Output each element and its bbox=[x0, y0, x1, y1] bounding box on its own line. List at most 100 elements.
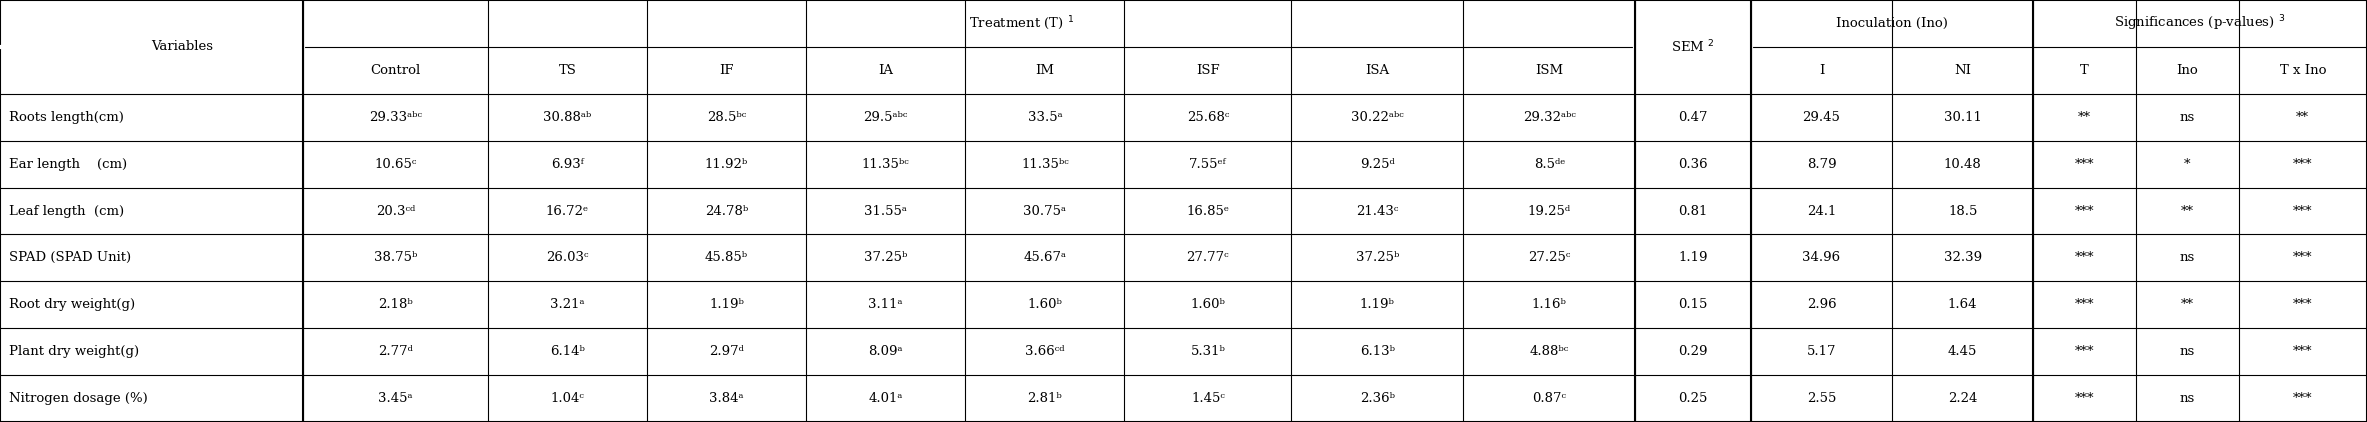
Text: IF: IF bbox=[720, 64, 734, 77]
Text: 2.24: 2.24 bbox=[1948, 392, 1976, 405]
Text: 30.22ᵃᵇᶜ: 30.22ᵃᵇᶜ bbox=[1352, 111, 1404, 124]
Text: ***: *** bbox=[2076, 392, 2095, 405]
Text: 24.1: 24.1 bbox=[1806, 205, 1837, 217]
Text: 37.25ᵇ: 37.25ᵇ bbox=[864, 252, 907, 265]
Text: 1.19ᵇ: 1.19ᵇ bbox=[1361, 298, 1394, 311]
Text: 4.45: 4.45 bbox=[1948, 345, 1976, 358]
Text: 2.36ᵇ: 2.36ᵇ bbox=[1359, 392, 1394, 405]
Text: 29.45: 29.45 bbox=[1804, 111, 1842, 124]
Text: IM: IM bbox=[1034, 64, 1053, 77]
Text: Ino: Ino bbox=[2175, 64, 2199, 77]
Text: **: ** bbox=[2180, 205, 2194, 217]
Text: 26.03ᶜ: 26.03ᶜ bbox=[547, 252, 589, 265]
Text: 28.5ᵇᶜ: 28.5ᵇᶜ bbox=[708, 111, 746, 124]
Text: 45.85ᵇ: 45.85ᵇ bbox=[705, 252, 748, 265]
Text: NI: NI bbox=[1955, 64, 1972, 77]
Text: ***: *** bbox=[2076, 298, 2095, 311]
Text: 20.3ᶜᵈ: 20.3ᶜᵈ bbox=[376, 205, 414, 217]
Text: Significances (p-values) $^3$: Significances (p-values) $^3$ bbox=[2114, 14, 2287, 33]
Text: 2.55: 2.55 bbox=[1806, 392, 1837, 405]
Text: 0.87ᶜ: 0.87ᶜ bbox=[1531, 392, 1567, 405]
Text: 24.78ᵇ: 24.78ᵇ bbox=[705, 205, 748, 217]
Text: 1.64: 1.64 bbox=[1948, 298, 1976, 311]
Text: 33.5ᵃ: 33.5ᵃ bbox=[1027, 111, 1063, 124]
Text: 3.66ᶜᵈ: 3.66ᶜᵈ bbox=[1025, 345, 1065, 358]
Text: Treatment (T) $^1$: Treatment (T) $^1$ bbox=[968, 15, 1075, 32]
Text: 37.25ᵇ: 37.25ᵇ bbox=[1356, 252, 1399, 265]
Text: 16.72ᵉ: 16.72ᵉ bbox=[547, 205, 589, 217]
Text: 10.48: 10.48 bbox=[1943, 157, 1981, 170]
Text: 2.97ᵈ: 2.97ᵈ bbox=[710, 345, 743, 358]
Text: 45.67ᵃ: 45.67ᵃ bbox=[1023, 252, 1068, 265]
Text: 29.32ᵃᵇᶜ: 29.32ᵃᵇᶜ bbox=[1522, 111, 1576, 124]
Text: Nitrogen dosage (%): Nitrogen dosage (%) bbox=[9, 392, 149, 405]
Text: 0.25: 0.25 bbox=[1678, 392, 1707, 405]
Text: Roots length(cm): Roots length(cm) bbox=[9, 111, 125, 124]
Text: 1.60ᵇ: 1.60ᵇ bbox=[1027, 298, 1063, 311]
Text: 6.13ᵇ: 6.13ᵇ bbox=[1359, 345, 1394, 358]
Text: 16.85ᵉ: 16.85ᵉ bbox=[1186, 205, 1228, 217]
Text: Plant dry weight(g): Plant dry weight(g) bbox=[9, 345, 140, 358]
Text: 32.39: 32.39 bbox=[1943, 252, 1981, 265]
Text: ns: ns bbox=[2180, 252, 2194, 265]
Text: ns: ns bbox=[2180, 392, 2194, 405]
Text: 34.96: 34.96 bbox=[1801, 252, 1842, 265]
Text: 0.81: 0.81 bbox=[1678, 205, 1707, 217]
Text: 2.96: 2.96 bbox=[1806, 298, 1837, 311]
Text: 5.31ᵇ: 5.31ᵇ bbox=[1191, 345, 1226, 358]
Text: 3.11ᵃ: 3.11ᵃ bbox=[869, 298, 902, 311]
Text: 31.55ᵃ: 31.55ᵃ bbox=[864, 205, 907, 217]
Text: 1.19ᵇ: 1.19ᵇ bbox=[710, 298, 743, 311]
Text: 1.60ᵇ: 1.60ᵇ bbox=[1191, 298, 1226, 311]
Text: Variables: Variables bbox=[151, 41, 213, 54]
Text: 0.29: 0.29 bbox=[1678, 345, 1709, 358]
Text: TS: TS bbox=[559, 64, 575, 77]
Text: 18.5: 18.5 bbox=[1948, 205, 1976, 217]
Text: 30.11: 30.11 bbox=[1943, 111, 1981, 124]
Text: 19.25ᵈ: 19.25ᵈ bbox=[1527, 205, 1572, 217]
Text: 1.19: 1.19 bbox=[1678, 252, 1709, 265]
Text: 27.77ᶜ: 27.77ᶜ bbox=[1186, 252, 1228, 265]
Text: *: * bbox=[2185, 157, 2189, 170]
Text: 6.93ᶠ: 6.93ᶠ bbox=[552, 157, 585, 170]
Text: ***: *** bbox=[2294, 252, 2313, 265]
Text: 25.68ᶜ: 25.68ᶜ bbox=[1186, 111, 1228, 124]
Text: ***: *** bbox=[2076, 345, 2095, 358]
Text: 0.36: 0.36 bbox=[1678, 157, 1709, 170]
Text: 0.15: 0.15 bbox=[1678, 298, 1707, 311]
Text: ***: *** bbox=[2294, 345, 2313, 358]
Text: ISF: ISF bbox=[1195, 64, 1219, 77]
Text: Control: Control bbox=[369, 64, 421, 77]
Text: 9.25ᵈ: 9.25ᵈ bbox=[1361, 157, 1394, 170]
Text: 3.45ᵃ: 3.45ᵃ bbox=[379, 392, 412, 405]
Text: 1.04ᶜ: 1.04ᶜ bbox=[552, 392, 585, 405]
Text: ns: ns bbox=[2180, 345, 2194, 358]
Text: ISM: ISM bbox=[1536, 64, 1562, 77]
Text: **: ** bbox=[2078, 111, 2090, 124]
Text: 7.55ᵉᶠ: 7.55ᵉᶠ bbox=[1188, 157, 1226, 170]
Text: ns: ns bbox=[2180, 111, 2194, 124]
Text: ISA: ISA bbox=[1366, 64, 1389, 77]
Text: 3.21ᵃ: 3.21ᵃ bbox=[549, 298, 585, 311]
Text: ***: *** bbox=[2076, 157, 2095, 170]
Text: SPAD (SPAD Unit): SPAD (SPAD Unit) bbox=[9, 252, 133, 265]
Text: 11.35ᵇᶜ: 11.35ᵇᶜ bbox=[862, 157, 909, 170]
Text: SEM $^2$: SEM $^2$ bbox=[1671, 38, 1714, 55]
Text: IA: IA bbox=[878, 64, 892, 77]
Text: 21.43ᶜ: 21.43ᶜ bbox=[1356, 205, 1399, 217]
Text: 30.88ᵃᵇ: 30.88ᵃᵇ bbox=[544, 111, 592, 124]
Text: ***: *** bbox=[2294, 392, 2313, 405]
Text: 2.81ᵇ: 2.81ᵇ bbox=[1027, 392, 1063, 405]
Text: 8.79: 8.79 bbox=[1806, 157, 1837, 170]
Text: 2.18ᵇ: 2.18ᵇ bbox=[379, 298, 412, 311]
Text: 0.47: 0.47 bbox=[1678, 111, 1709, 124]
Text: Inoculation (Ino): Inoculation (Ino) bbox=[1837, 17, 1948, 30]
Text: 4.01ᵃ: 4.01ᵃ bbox=[869, 392, 902, 405]
Text: 5.17: 5.17 bbox=[1806, 345, 1837, 358]
Text: Root dry weight(g): Root dry weight(g) bbox=[9, 298, 135, 311]
Text: 8.09ᵃ: 8.09ᵃ bbox=[869, 345, 902, 358]
Text: ***: *** bbox=[2076, 252, 2095, 265]
Text: 11.35ᵇᶜ: 11.35ᵇᶜ bbox=[1020, 157, 1070, 170]
Text: Leaf length  (cm): Leaf length (cm) bbox=[9, 205, 125, 217]
Text: I: I bbox=[1818, 64, 1825, 77]
